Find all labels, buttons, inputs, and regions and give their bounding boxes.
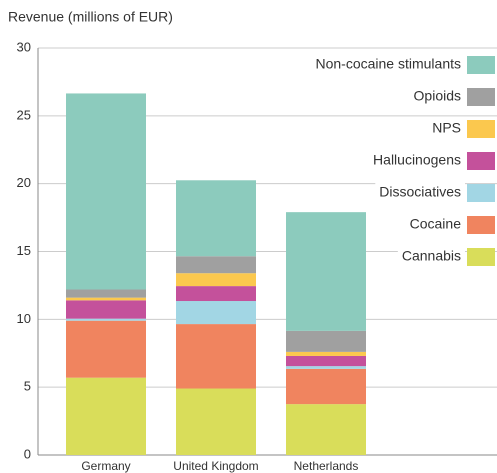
chart-title: Revenue (millions of EUR) <box>8 9 173 25</box>
bar-segment <box>286 368 366 405</box>
bar-segment <box>286 404 366 455</box>
bar-segment <box>176 256 256 274</box>
legend-swatch <box>467 184 495 202</box>
legend-label: Cannabis <box>402 248 461 264</box>
legend-background <box>409 87 465 107</box>
y-tick-label: 0 <box>24 446 31 461</box>
legend-background <box>369 151 465 171</box>
bar-segment <box>286 355 366 367</box>
legend-label: Cocaine <box>410 216 462 232</box>
y-tick-label: 20 <box>17 175 31 190</box>
y-tick-label: 25 <box>17 107 31 122</box>
bar-segment <box>286 366 366 369</box>
legend-swatch <box>467 88 495 106</box>
y-tick-label: 30 <box>17 39 31 54</box>
bar-segment <box>66 93 146 290</box>
bar-segment <box>66 318 146 321</box>
x-tick-label: United Kingdom <box>173 459 258 473</box>
bar-segment <box>176 301 256 325</box>
bar-segment <box>176 286 256 302</box>
x-tick-label: Netherlands <box>294 459 359 473</box>
legend-swatch <box>467 152 495 170</box>
y-tick-label: 5 <box>24 379 31 394</box>
legend-label: Dissociatives <box>379 184 461 200</box>
legend-swatch <box>467 248 495 266</box>
bar-segment <box>66 320 146 378</box>
legend-swatch <box>467 56 495 74</box>
legend-background <box>405 215 465 235</box>
bar-segment <box>176 273 256 287</box>
bar-segment <box>286 351 366 356</box>
legend-background <box>428 119 465 139</box>
legend-swatch <box>467 120 495 138</box>
bar-segment <box>176 324 256 389</box>
bar-segment <box>66 300 146 319</box>
bar-segment <box>176 388 256 455</box>
legend-background <box>397 247 465 267</box>
y-tick-label: 15 <box>17 243 31 258</box>
y-tick-label: 10 <box>17 311 31 326</box>
bar-segment <box>176 180 256 257</box>
legend-background <box>311 55 465 75</box>
x-tick-label: Germany <box>81 459 130 473</box>
bar-segment <box>66 297 146 301</box>
legend-label: Non-cocaine stimulants <box>315 56 461 72</box>
bar-segment <box>66 377 146 455</box>
bar-segment <box>286 330 366 352</box>
bar-segment <box>66 289 146 298</box>
legend-label: Opioids <box>414 88 461 104</box>
legend-background <box>375 183 465 203</box>
legend-label: Hallucinogens <box>373 152 461 168</box>
legend-swatch <box>467 216 495 234</box>
legend-label: NPS <box>432 120 461 136</box>
bar-segment <box>286 212 366 331</box>
